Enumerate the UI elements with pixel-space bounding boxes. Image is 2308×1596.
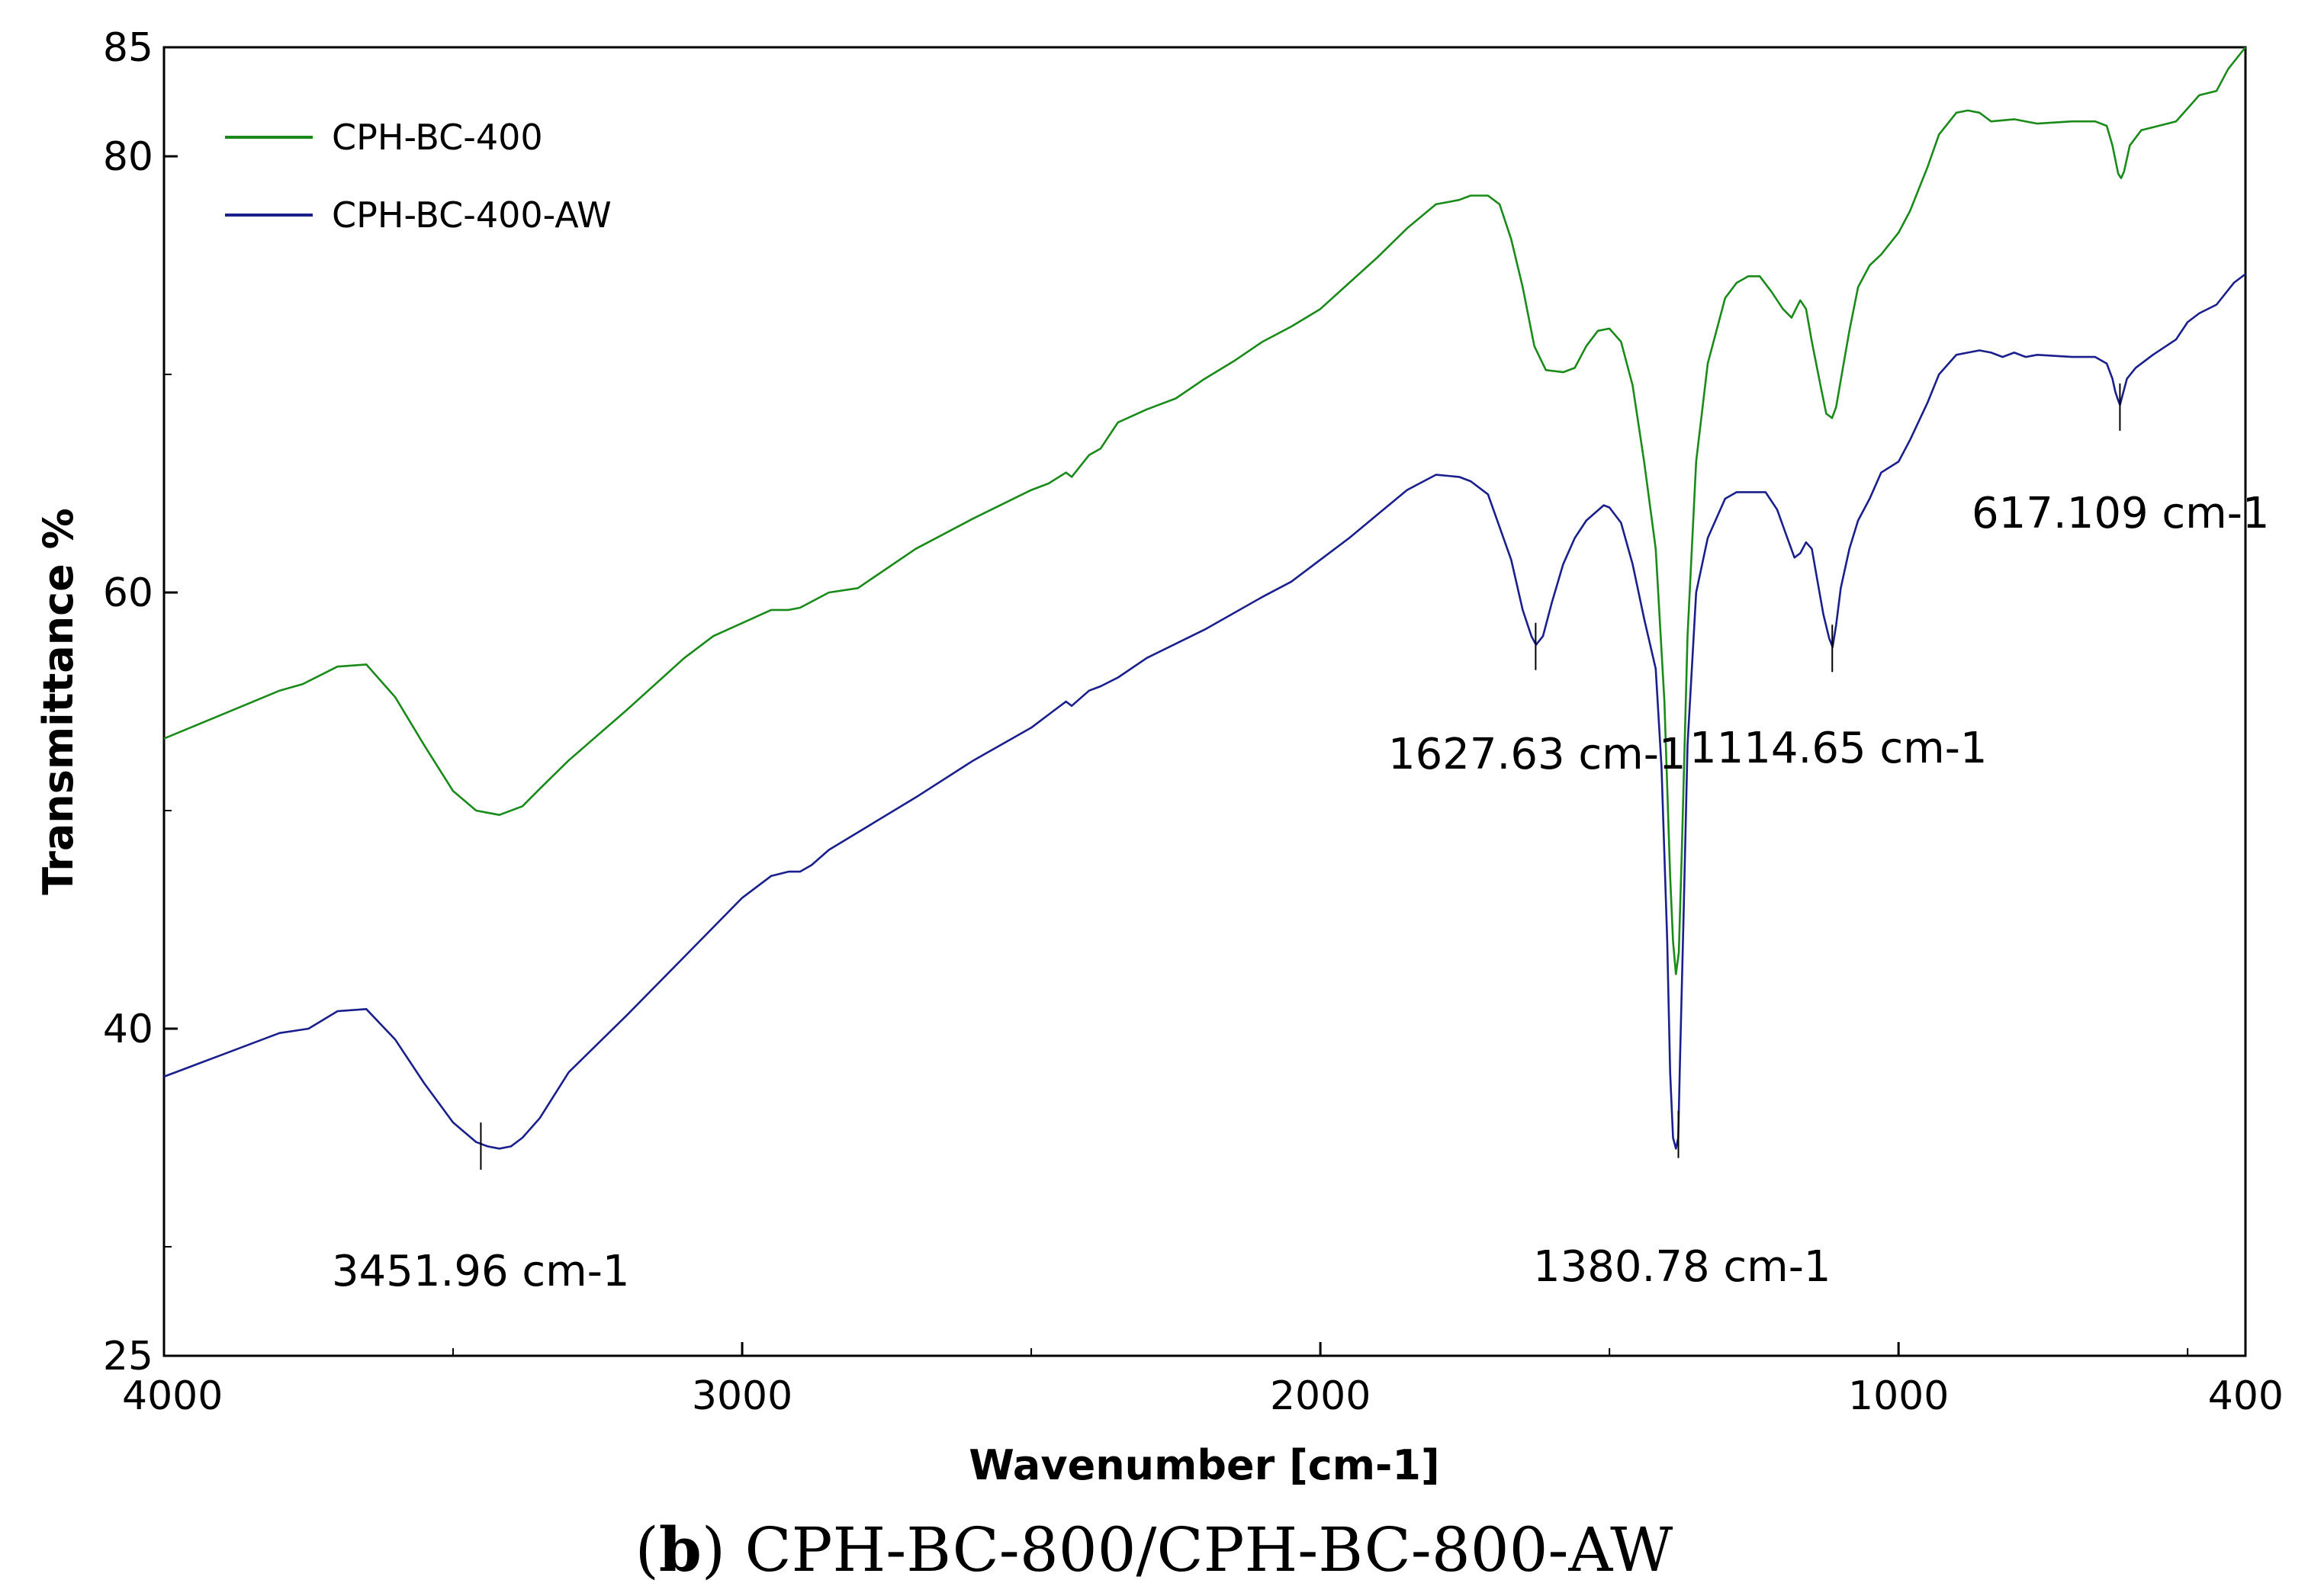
legend-label-series-2: CPH-BC-400-AW bbox=[332, 194, 612, 236]
ftir-chart: 25 40 60 80 85 4000 3000 2000 1000 400 Transmitta… bbox=[34, 25, 2284, 1489]
plot-frame bbox=[162, 46, 2247, 1357]
x-axis-title: Wavenumber [cm-1] bbox=[969, 1441, 1439, 1489]
x-tick-label-1000: 1000 bbox=[1848, 1373, 1949, 1419]
y-tick-label-85: 85 bbox=[103, 25, 153, 71]
caption-letter: b bbox=[658, 1514, 702, 1585]
series-line-2 bbox=[163, 273, 2246, 1150]
series-group bbox=[163, 47, 2247, 1150]
y-tick-label-60: 60 bbox=[103, 570, 153, 616]
tick-group: 25 40 60 80 85 4000 3000 2000 1000 400 bbox=[103, 25, 2284, 1419]
x-tick-label-3000: 3000 bbox=[692, 1373, 792, 1419]
y-tick-label-40: 40 bbox=[103, 1007, 153, 1052]
figure-caption: (b) CPH-BC-800/CPH-BC-800-AW bbox=[635, 1514, 1673, 1585]
legend: CPH-BC-400 CPH-BC-400-AW bbox=[225, 117, 612, 236]
peak-label-1114: 1114.65 cm-1 bbox=[1689, 724, 1988, 773]
legend-label-series-1: CPH-BC-400 bbox=[332, 117, 543, 158]
peak-label-3451: 3451.96 cm-1 bbox=[332, 1247, 630, 1296]
peak-marker-group bbox=[480, 383, 2121, 1171]
y-tick-label-80: 80 bbox=[103, 134, 153, 180]
x-tick-label-4000: 4000 bbox=[122, 1373, 223, 1419]
x-tick-label-2000: 2000 bbox=[1270, 1373, 1371, 1419]
peak-label-1627: 1627.63 cm-1 bbox=[1388, 730, 1686, 779]
series-line-1 bbox=[163, 47, 2247, 975]
peak-label-1380: 1380.78 cm-1 bbox=[1533, 1242, 1831, 1292]
peak-label-617: 617.109 cm-1 bbox=[1972, 489, 2270, 538]
y-tick-label-25: 25 bbox=[103, 1334, 153, 1379]
caption-text: CPH-BC-800/CPH-BC-800-AW bbox=[744, 1514, 1673, 1585]
x-tick-label-400: 400 bbox=[2208, 1373, 2284, 1419]
y-axis-title: Transmittance % bbox=[34, 508, 82, 894]
